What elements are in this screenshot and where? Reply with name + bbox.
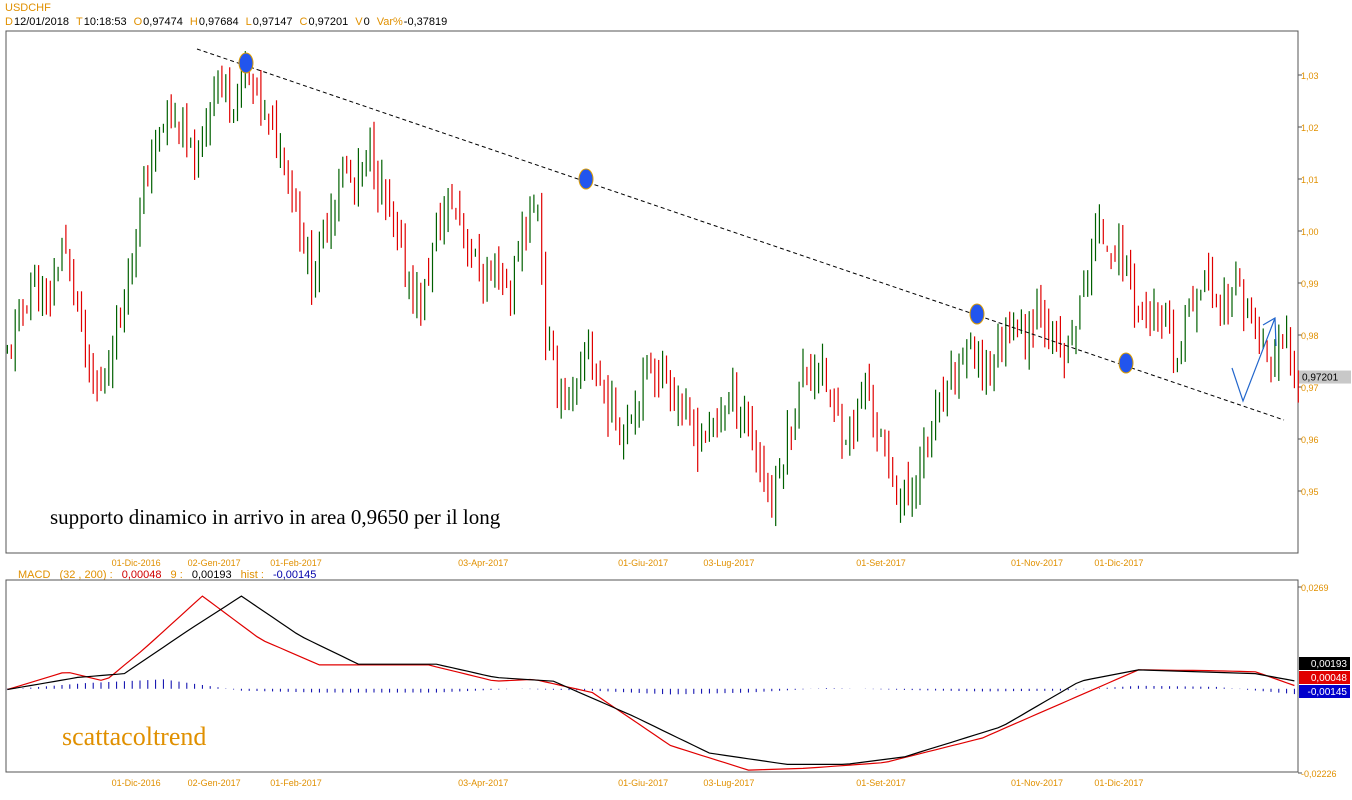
macd-xtick-label: 02-Gen-2017 — [188, 778, 241, 788]
readout-key: D — [5, 16, 13, 28]
touch-point-marker — [238, 52, 254, 74]
readout-key: H — [189, 16, 198, 28]
symbol-title: USDCHF — [5, 2, 51, 14]
annotation-text: supporto dinamico in arrivo in area 0,96… — [50, 505, 501, 529]
price-xtick-label: 01-Nov-2017 — [1011, 558, 1063, 568]
price-ytick-label: 0,96 — [1301, 435, 1319, 445]
arrow-head — [1262, 316, 1277, 347]
macd-value-tag-label: 0,00048 — [1311, 673, 1348, 684]
hist-label: hist : — [240, 569, 264, 581]
macd-value-tag — [1299, 685, 1350, 698]
macd-xtick-label: 01-Dic-2016 — [112, 778, 161, 788]
signal-value: 0,00193 — [191, 569, 232, 581]
price-ytick-label: 1,00 — [1301, 227, 1319, 237]
readout-key: O — [133, 16, 143, 28]
macd-params: (32 , 200) : — [59, 569, 113, 581]
macd-xtick-label: 03-Lug-2017 — [703, 778, 754, 788]
price-xtick-label: 01-Dic-2017 — [1094, 558, 1143, 568]
price-xtick-label: 03-Lug-2017 — [703, 558, 754, 568]
price-xtick-label: 01-Feb-2017 — [270, 558, 322, 568]
macd-histogram — [6, 679, 1295, 695]
readout-key: L — [245, 16, 252, 28]
hist-value: -0,00145 — [272, 569, 317, 581]
macd-xtick-label: 03-Apr-2017 — [458, 778, 508, 788]
macd-value: 0,00048 — [121, 569, 162, 581]
signal-label: 9 : — [170, 569, 183, 581]
macd-header: MACD (32 , 200) : 0,00048 9 : 0,00193 hi… — [18, 569, 322, 581]
macd-name: MACD — [18, 569, 51, 581]
price-ytick-label: 1,02 — [1301, 123, 1319, 133]
price-ytick-label: 1,01 — [1301, 175, 1319, 185]
price-ytick-label: 0,99 — [1301, 279, 1319, 289]
macd-value-tag — [1299, 657, 1350, 670]
readout-value: 10:18:53 — [83, 16, 127, 28]
projection-arrow — [1231, 317, 1276, 403]
price-xtick-label: 02-Gen-2017 — [188, 558, 241, 568]
signal-line — [7, 595, 1295, 765]
readout-value: 0,97201 — [308, 16, 349, 28]
readout-value: 0,97474 — [143, 16, 183, 28]
macd-xtick-label: 01-Nov-2017 — [1011, 778, 1063, 788]
last-price-label: 0,97201 — [1302, 373, 1339, 384]
touch-point-marker — [1118, 352, 1134, 374]
price-panel-frame — [5, 30, 1299, 554]
macd-panel-frame — [5, 579, 1299, 773]
brand-watermark: scattacoltrend — [62, 722, 207, 751]
price-ytick-label: 0,97 — [1301, 383, 1319, 393]
readout-value: 0,97147 — [252, 16, 293, 28]
macd-value-tag-label: -0,00145 — [1308, 687, 1348, 698]
readout-value: 0 — [363, 16, 370, 28]
price-xtick-label: 01-Giu-2017 — [618, 558, 668, 568]
touch-point-marker — [969, 303, 985, 325]
price-ytick-label: 0,95 — [1301, 487, 1319, 497]
macd-ytick-label: 0,0269 — [1301, 583, 1329, 593]
readout-value: 0,97684 — [198, 16, 239, 28]
touch-point-marker — [578, 168, 594, 190]
price-ytick-label: 1,03 — [1301, 71, 1319, 81]
readout-value: -0,37819 — [403, 16, 448, 28]
macd-ytick-label: -0,02226 — [1301, 769, 1337, 779]
ohlc-readout: D12/01/2018 T10:18:53 O0,97474 H0,97684 L0,9… — [5, 16, 454, 28]
price-candles — [6, 51, 1299, 527]
macd-value-tag — [1299, 671, 1350, 684]
macd-xtick-label: 01-Set-2017 — [856, 778, 906, 788]
price-xtick-label: 01-Dic-2016 — [112, 558, 161, 568]
last-price-tag — [1299, 370, 1351, 384]
price-xtick-label: 01-Set-2017 — [856, 558, 906, 568]
macd-value-tag-label: 0,00193 — [1311, 659, 1348, 670]
macd-xtick-label: 01-Feb-2017 — [270, 778, 322, 788]
price-xtick-label: 03-Apr-2017 — [458, 558, 508, 568]
macd-line — [7, 595, 1295, 771]
resistance-trendline — [196, 48, 1285, 421]
macd-xtick-label: 01-Dic-2017 — [1094, 778, 1143, 788]
readout-key: T — [76, 16, 83, 28]
readout-value: 12/01/2018 — [13, 16, 70, 28]
macd-xtick-label: 01-Giu-2017 — [618, 778, 668, 788]
readout-key: C — [299, 16, 308, 28]
price-ytick-label: 0,98 — [1301, 331, 1319, 341]
readout-key: V — [355, 16, 363, 28]
readout-key: Var% — [376, 16, 403, 28]
